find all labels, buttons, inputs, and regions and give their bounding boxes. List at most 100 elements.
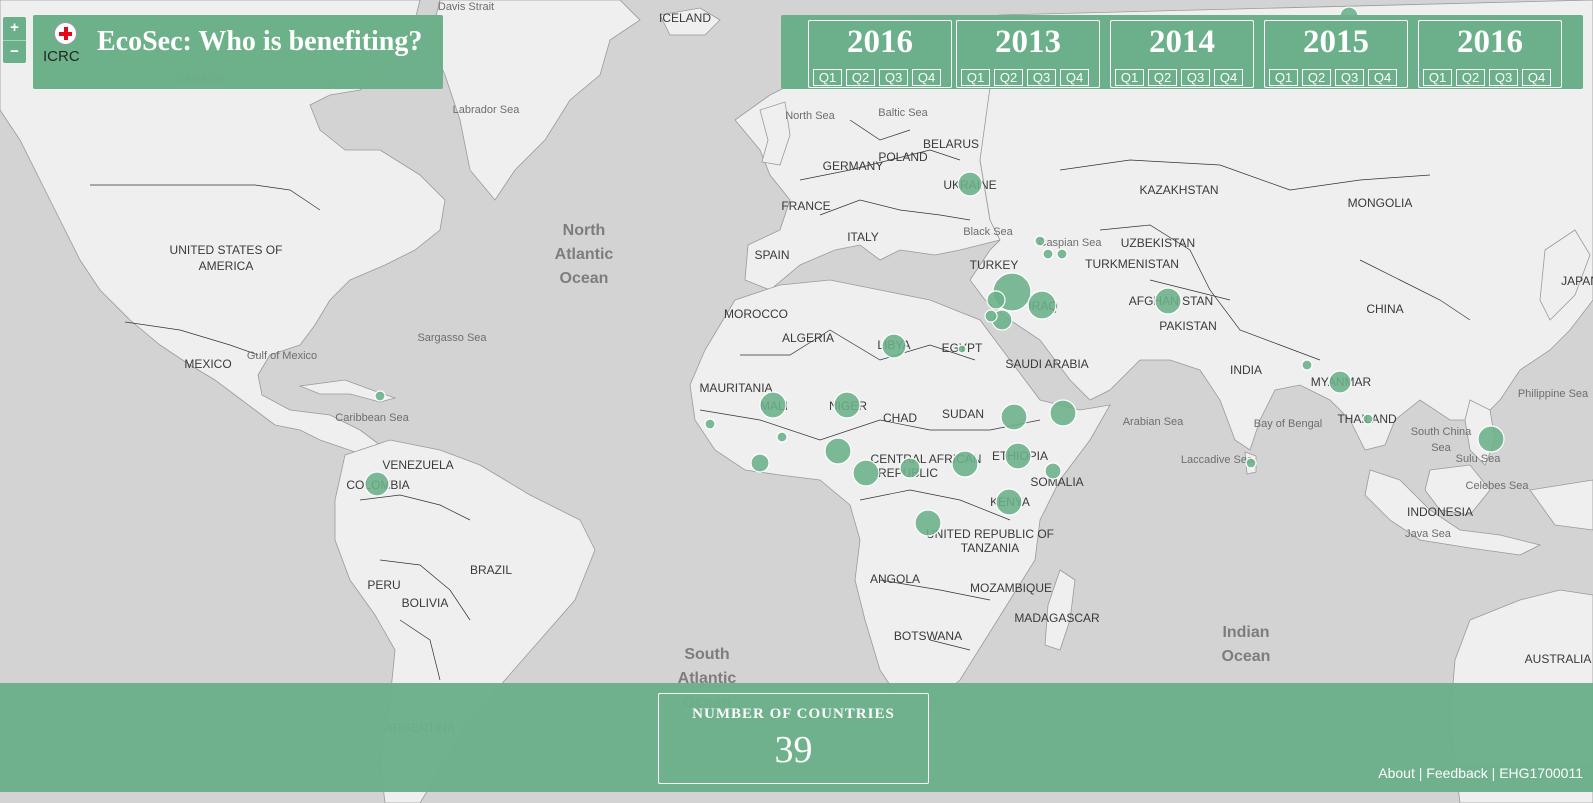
bubble-colombia[interactable]	[364, 471, 390, 497]
quarter-button-q1[interactable]: Q1	[1269, 69, 1298, 86]
bubble-ethiopia[interactable]	[1004, 442, 1032, 470]
ocean-label: North	[563, 222, 606, 239]
bubble-central-african-republic[interactable]	[899, 457, 921, 479]
year-selector-1[interactable]: 2013 Q1 Q2 Q3 Q4	[956, 20, 1100, 88]
quarter-button-q3[interactable]: Q3	[879, 69, 908, 86]
zoom-out-button[interactable]: −	[3, 40, 26, 63]
country-label: BOTSWANA	[894, 629, 962, 643]
sea-label: Philippine Sea	[1518, 388, 1589, 400]
zoom-control: + −	[3, 17, 26, 63]
border-us-canada	[90, 184, 321, 211]
about-link[interactable]: About	[1378, 765, 1415, 781]
year-selector-3[interactable]: 2015 Q1 Q2 Q3 Q4	[1264, 20, 1408, 88]
bubble-liberia[interactable]	[750, 453, 770, 473]
year-selector-4[interactable]: 2016 Q1 Q2 Q3 Q4	[1418, 20, 1562, 88]
bubble-somalia[interactable]	[1044, 462, 1062, 480]
country-label: PAKISTAN	[1159, 319, 1217, 333]
sea-label: South China	[1411, 426, 1472, 438]
bubble-haiti[interactable]	[374, 390, 386, 402]
country-label: BRAZIL	[470, 563, 512, 577]
quarter-button-q4[interactable]: Q4	[1060, 69, 1089, 86]
landmass-greenland	[429, 0, 641, 201]
ocean-label: Indian	[1222, 624, 1269, 641]
year-label[interactable]: 2014	[1149, 24, 1215, 60]
bubble-south-sudan[interactable]	[951, 450, 979, 478]
country-label: VENEZUELA	[382, 458, 453, 472]
bubble-ukraine[interactable]	[957, 171, 983, 197]
country-label: MOROCCO	[724, 307, 788, 321]
year-label[interactable]: 2016	[847, 24, 913, 60]
sea-label: Bay of Bengal	[1254, 418, 1323, 430]
country-label: JAPAN	[1561, 274, 1593, 288]
bubble-thailand[interactable]	[1362, 413, 1374, 425]
bubble-libya[interactable]	[881, 333, 907, 359]
bubble-niger[interactable]	[833, 391, 861, 419]
country-label: AUSTRALIA	[1525, 652, 1592, 666]
bubble-burkina-faso[interactable]	[776, 431, 788, 443]
feedback-link[interactable]: Feedback	[1426, 765, 1488, 781]
landmass-asia	[969, 0, 1593, 451]
country-label: MAURITANIA	[699, 381, 772, 395]
beneficiary-bubbles[interactable]	[364, 6, 1505, 537]
quarter-button-q3[interactable]: Q3	[1489, 69, 1518, 86]
bubble-kenya[interactable]	[995, 488, 1023, 516]
bubble-iraq[interactable]	[1027, 290, 1057, 320]
quarter-button-q1[interactable]: Q1	[813, 69, 842, 86]
bubble-senegal[interactable]	[704, 418, 716, 430]
bubble-philippines[interactable]	[1477, 425, 1505, 453]
year-selector-2[interactable]: 2014 Q1 Q2 Q3 Q4	[1110, 20, 1254, 88]
country-label: TANZANIA	[961, 541, 1019, 555]
quarter-button-q2[interactable]: Q2	[1148, 69, 1177, 86]
country-label: INDIA	[1230, 363, 1262, 377]
border-africa-central	[859, 489, 1011, 651]
quarter-button-q3[interactable]: Q3	[1181, 69, 1210, 86]
bubble-afghanistan[interactable]	[1154, 287, 1182, 315]
year-label[interactable]: 2015	[1303, 24, 1369, 60]
bubble-mali[interactable]	[759, 391, 787, 419]
year-label[interactable]: 2013	[995, 24, 1061, 60]
country-count-box: NUMBER OF COUNTRIES 39	[658, 693, 929, 784]
quarter-button-q3[interactable]: Q3	[1027, 69, 1056, 86]
border-asia	[1059, 159, 1471, 361]
quarter-button-q1[interactable]: Q1	[1115, 69, 1144, 86]
bubble-bangladesh[interactable]	[1301, 359, 1313, 371]
bubble-armenia[interactable]	[1042, 248, 1054, 260]
footer-links: About | Feedback | EHG1700011	[1378, 765, 1583, 781]
bubble-sri-lanka[interactable]	[1245, 457, 1257, 469]
bubble-myanmar[interactable]	[1328, 370, 1352, 394]
country-label: ALGERIA	[782, 331, 834, 345]
sea-label: Labrador Sea	[453, 104, 521, 116]
year-selector-panel: 2016 Q1 Q2 Q3 Q4 2013 Q1 Q2 Q3 Q4 2014 Q…	[781, 15, 1583, 89]
title-panel: ICRC EcoSec: Who is benefiting?	[33, 15, 443, 89]
bubble-cameroon[interactable]	[852, 459, 880, 487]
quarter-button-q3[interactable]: Q3	[1335, 69, 1364, 86]
bubble-dr-congo[interactable]	[914, 509, 942, 537]
bubble-azerbaijan[interactable]	[1056, 248, 1068, 260]
bubble-nigeria[interactable]	[824, 437, 852, 465]
country-label: CHINA	[1366, 302, 1403, 316]
quarter-button-q4[interactable]: Q4	[1368, 69, 1397, 86]
year-selector-0[interactable]: 2016 Q1 Q2 Q3 Q4	[808, 20, 952, 88]
bubble-sudan[interactable]	[1000, 403, 1028, 431]
year-label[interactable]: 2016	[1457, 24, 1523, 60]
bubble-georgia[interactable]	[1034, 235, 1046, 247]
bubble-israel[interactable]	[984, 309, 998, 323]
landmass-iceland	[659, 7, 721, 36]
quarter-button-q4[interactable]: Q4	[1214, 69, 1243, 86]
bubble-egypt[interactable]	[957, 344, 967, 354]
quarter-button-q2[interactable]: Q2	[846, 69, 875, 86]
sea-label: Sulu Sea	[1456, 453, 1502, 465]
quarter-button-q1[interactable]: Q1	[1423, 69, 1452, 86]
quarter-button-q2[interactable]: Q2	[1456, 69, 1485, 86]
country-label: ITALY	[847, 230, 879, 244]
quarter-button-q1[interactable]: Q1	[961, 69, 990, 86]
country-label: KAZAKHSTAN	[1139, 183, 1218, 197]
quarter-button-q2[interactable]: Q2	[1302, 69, 1331, 86]
bubble-yemen[interactable]	[1049, 399, 1077, 427]
zoom-in-button[interactable]: +	[10, 19, 19, 36]
bubble-lebanon[interactable]	[986, 290, 1006, 310]
quarter-button-q4[interactable]: Q4	[1522, 69, 1551, 86]
quarter-button-q4[interactable]: Q4	[912, 69, 941, 86]
icrc-logo: ICRC	[41, 19, 91, 79]
quarter-button-q2[interactable]: Q2	[994, 69, 1023, 86]
